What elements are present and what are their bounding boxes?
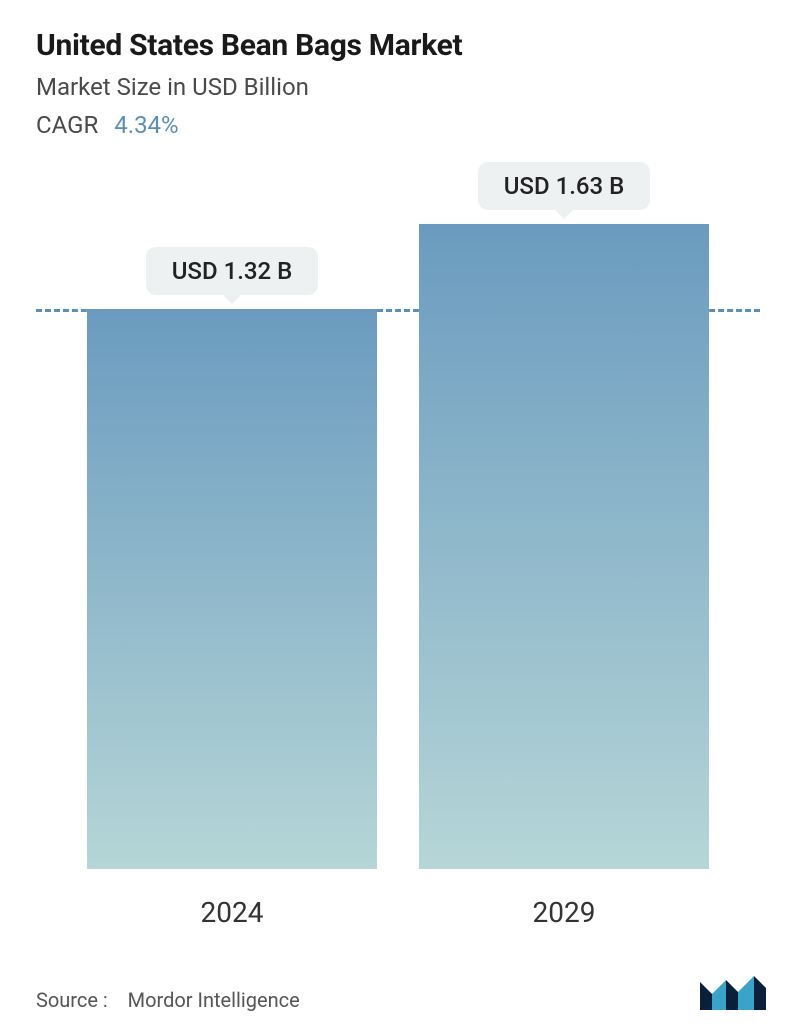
source-name: Mordor Intelligence xyxy=(128,988,300,1012)
chart-container: United States Bean Bags Market Market Si… xyxy=(0,0,796,1034)
cagr-row: CAGR 4.34% xyxy=(36,111,760,139)
source-text: Source : Mordor Intelligence xyxy=(36,988,300,1012)
bar-2024 xyxy=(87,309,377,869)
bars-group: USD 1.32 B USD 1.63 B xyxy=(36,179,760,869)
x-label-2024: 2024 xyxy=(87,896,377,929)
bar-2029 xyxy=(419,224,709,869)
chart-area: USD 1.32 B USD 1.63 B 2024 2029 xyxy=(36,179,760,939)
value-pill-2029: USD 1.63 B xyxy=(478,162,651,210)
chart-title: United States Bean Bags Market xyxy=(36,28,760,63)
bar-group-2024: USD 1.32 B xyxy=(87,247,377,869)
bar-group-2029: USD 1.63 B xyxy=(419,162,709,869)
cagr-value: 4.34% xyxy=(114,111,178,139)
logo-icon xyxy=(698,964,768,1012)
footer: Source : Mordor Intelligence xyxy=(36,964,768,1012)
source-label: Source : xyxy=(36,988,108,1012)
value-pill-2024: USD 1.32 B xyxy=(146,247,319,295)
chart-subtitle: Market Size in USD Billion xyxy=(36,73,760,101)
cagr-label: CAGR xyxy=(36,111,98,139)
x-axis-labels: 2024 2029 xyxy=(36,896,760,929)
x-label-2029: 2029 xyxy=(419,896,709,929)
